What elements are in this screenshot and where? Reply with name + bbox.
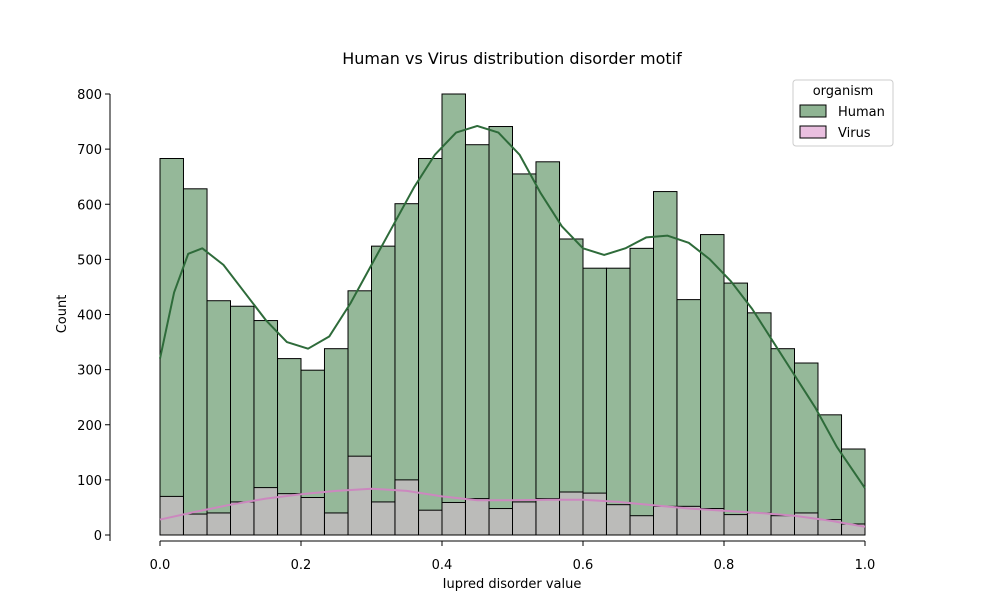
bar-human-19 [605, 267, 631, 536]
bar-virus-20 [629, 515, 655, 536]
bar-human-17 [559, 238, 584, 536]
bar-human-29 [841, 448, 866, 536]
bar-virus-6 [300, 497, 325, 536]
bar-virus-1 [182, 513, 208, 536]
x-tick-label: 0.2 [291, 558, 312, 573]
x-tick-label: 0.0 [150, 558, 171, 573]
bar-virus-15 [512, 501, 537, 536]
bar-human-21 [653, 191, 678, 536]
y-tick-label: 400 [77, 309, 102, 324]
bar-human-13 [464, 144, 490, 536]
y-tick-label: 100 [77, 474, 102, 489]
bar-human-11 [418, 158, 443, 536]
bar-virus-16 [535, 498, 561, 536]
bar-virus-17 [559, 491, 584, 536]
bar-human-14 [488, 126, 513, 536]
bar-human-22 [676, 299, 702, 536]
bar-human-26 [770, 348, 796, 536]
legend-label-virus: Virus [838, 126, 871, 141]
bar-human-2 [206, 300, 232, 536]
bar-virus-10 [394, 479, 420, 536]
bar-virus-11 [418, 509, 443, 536]
bar-human-7 [323, 348, 349, 536]
bar-virus-19 [605, 504, 631, 536]
axes: 0.0 0.2 0.4 0.6 0.8 1.0 0 100 200 300 400 500 600 700… [77, 88, 875, 573]
bar-virus-2 [206, 512, 232, 536]
x-axis-label: Iupred disorder value [443, 577, 582, 592]
bar-human-25 [746, 312, 772, 536]
bar-virus-3 [230, 501, 255, 536]
legend-swatch-human [799, 104, 827, 118]
bar-virus-8 [347, 455, 372, 536]
y-tick-label: 0 [94, 529, 102, 544]
bar-human-15 [512, 173, 537, 536]
legend: organism Human Virus [792, 79, 894, 147]
bar-virus-13 [464, 498, 490, 536]
bar-human-9 [371, 245, 396, 536]
bars-human [159, 93, 866, 536]
y-tick-label: 800 [77, 88, 102, 103]
bar-human-1 [182, 188, 208, 536]
y-tick-label: 200 [77, 419, 102, 434]
bar-virus-5 [277, 493, 302, 536]
y-tick-label: 300 [77, 364, 102, 379]
kde-lines [159, 124, 866, 528]
bar-human-12 [441, 93, 466, 536]
bar-virus-22 [676, 505, 702, 536]
legend-swatch-virus [799, 125, 827, 139]
bar-virus-7 [323, 512, 349, 536]
bar-virus-24 [723, 514, 748, 536]
bar-virus-23 [700, 508, 725, 536]
x-tick-label: 0.8 [714, 558, 735, 573]
kde-line-human [159, 124, 866, 489]
y-tick-label: 700 [77, 143, 102, 158]
bar-human-27 [794, 362, 819, 536]
bar-human-20 [629, 247, 655, 536]
bar-virus-25 [746, 512, 772, 536]
bar-virus-26 [770, 515, 796, 536]
bar-virus-21 [653, 505, 678, 536]
bars-virus [159, 455, 866, 536]
bar-virus-14 [488, 508, 513, 536]
legend-label-human: Human [838, 105, 885, 120]
bar-virus-9 [371, 501, 396, 536]
x-tick-label: 0.6 [573, 558, 594, 573]
x-tick-label: 1.0 [855, 558, 876, 573]
chart-title: Human vs Virus distribution disorder mot… [342, 49, 682, 68]
bar-virus-4 [253, 487, 279, 536]
legend-title: organism [813, 84, 874, 99]
bar-human-24 [723, 282, 748, 536]
y-tick-label: 600 [77, 198, 102, 213]
x-tick-label: 0.4 [432, 558, 453, 573]
bar-human-23 [700, 234, 725, 536]
y-axis-label: Count [55, 295, 70, 334]
bar-virus-12 [441, 501, 466, 536]
kde-line-virus [159, 487, 866, 528]
y-tick-label: 500 [77, 253, 102, 268]
